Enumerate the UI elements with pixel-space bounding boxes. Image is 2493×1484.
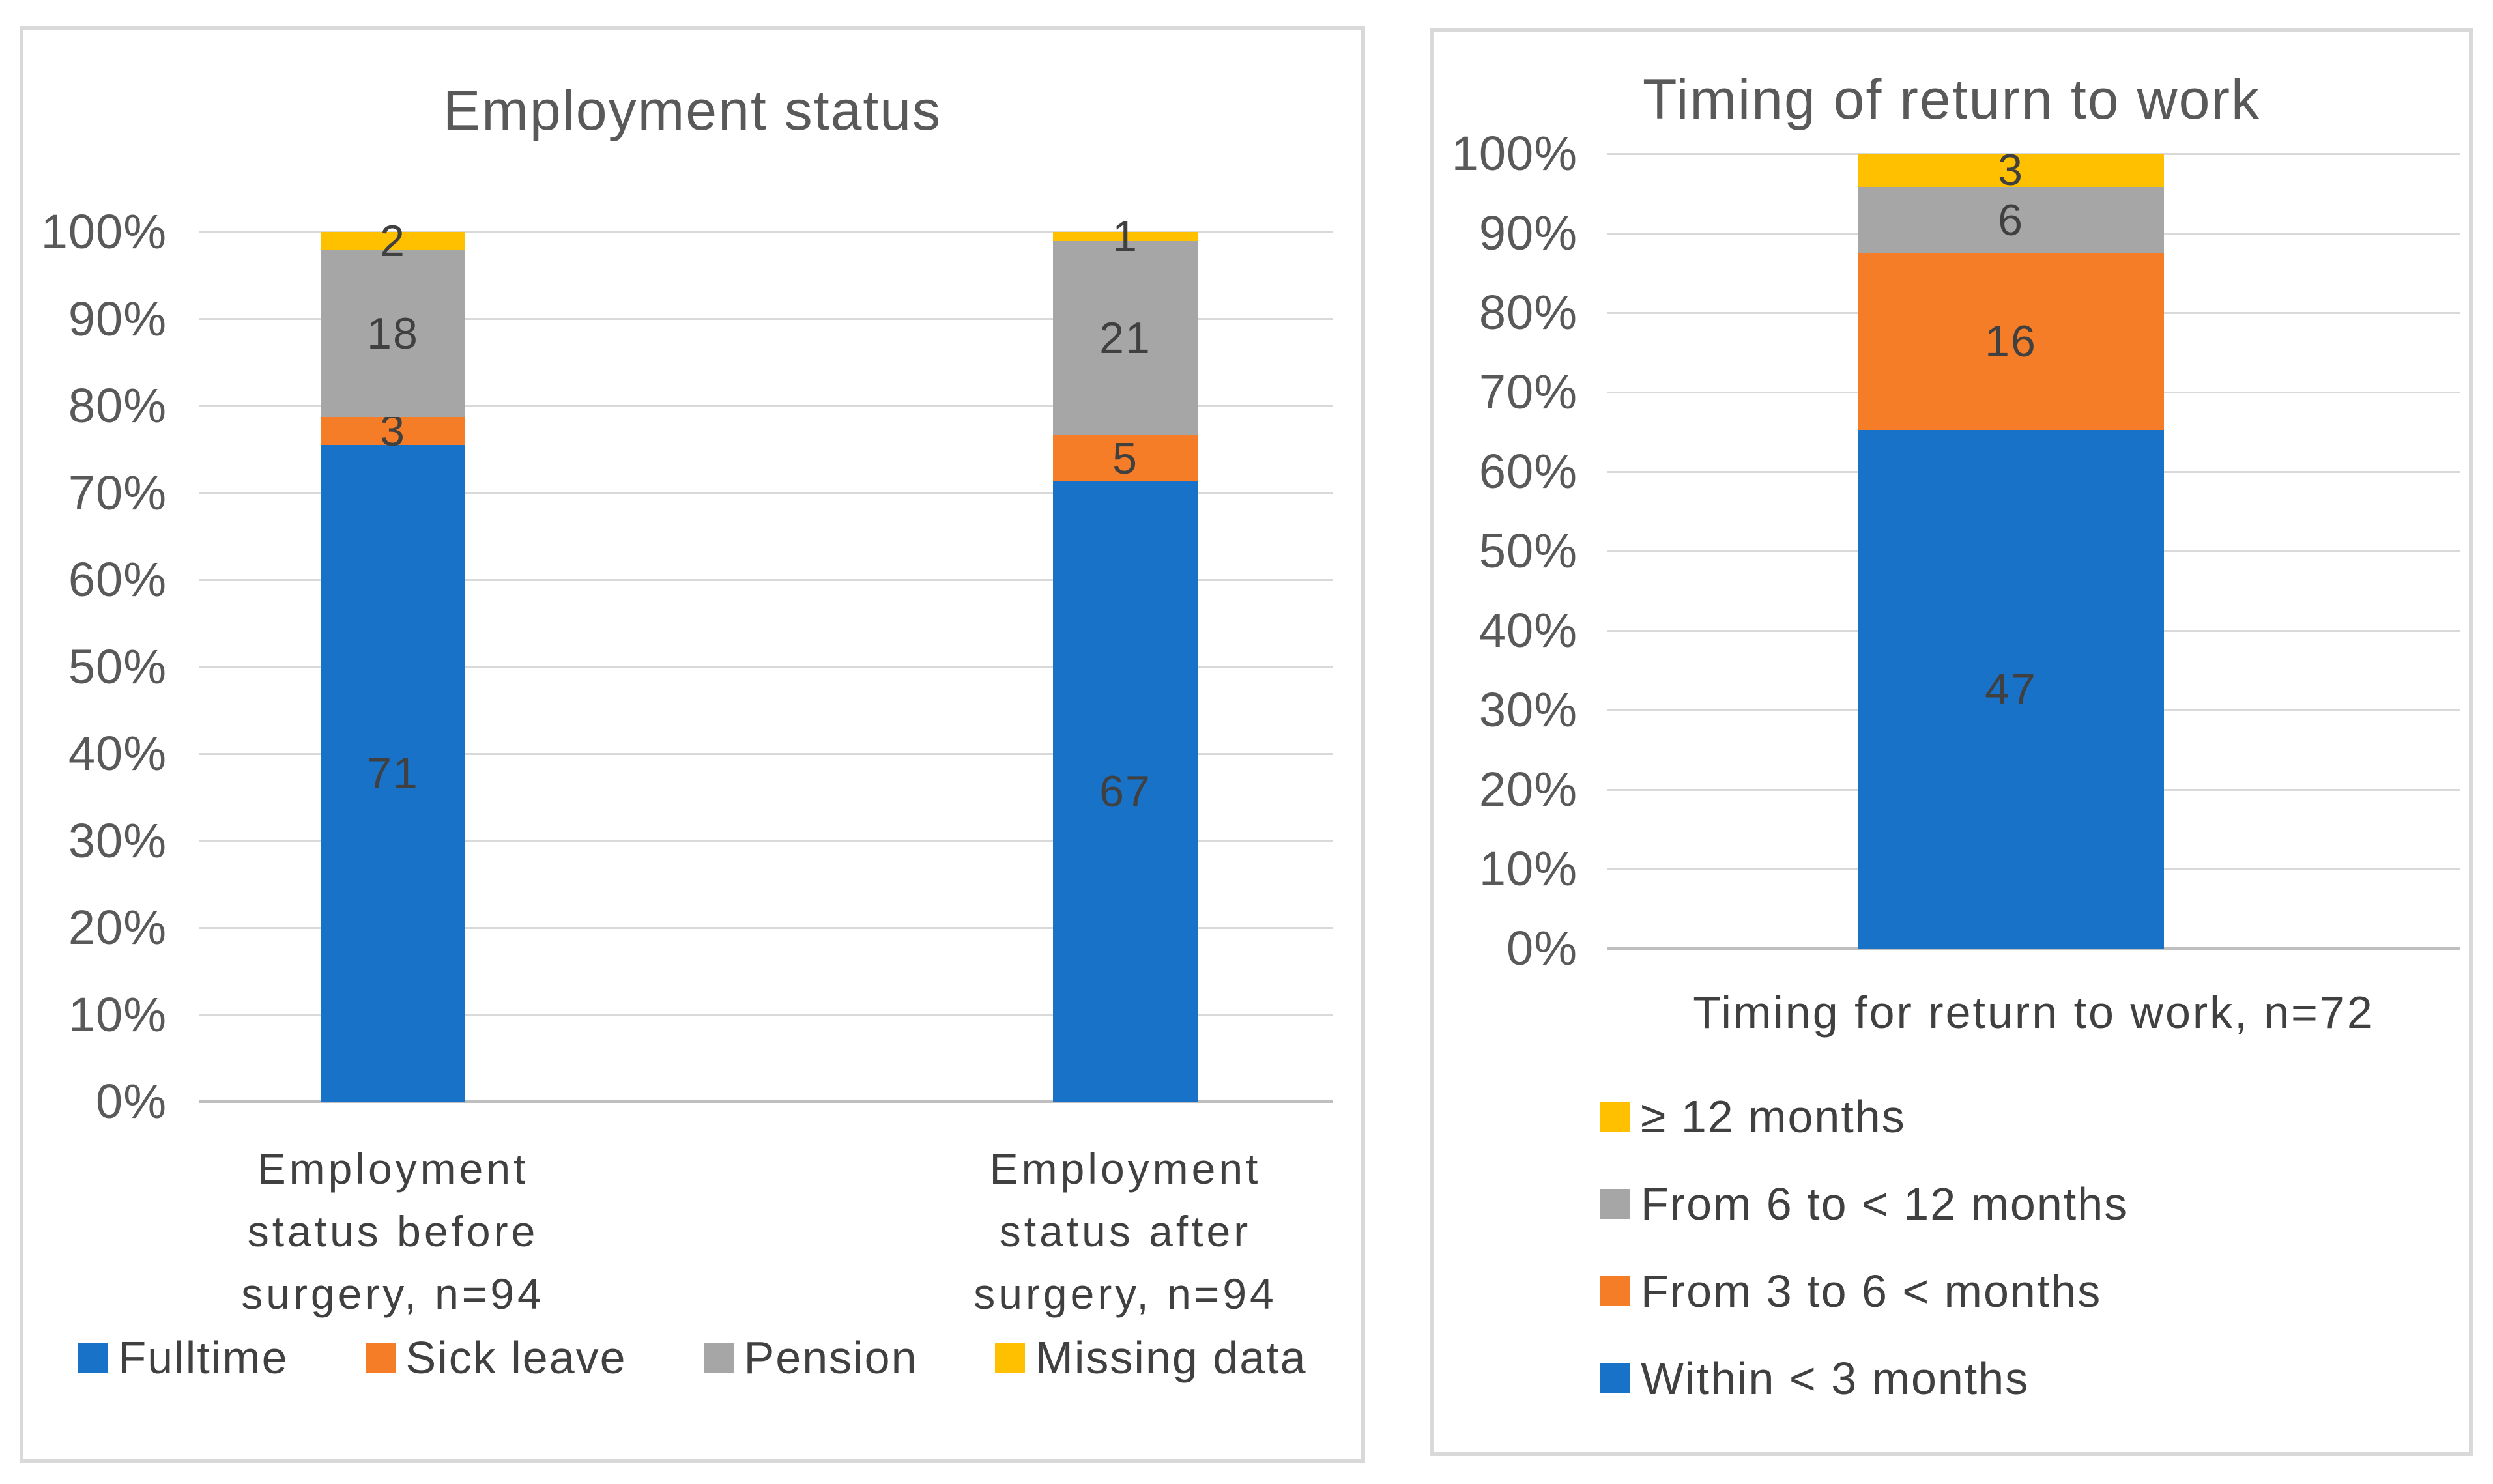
data-label-fulltime: 71 <box>367 748 419 798</box>
data-label-sick-leave: 5 <box>1112 433 1138 483</box>
data-label-fulltime: 67 <box>1099 767 1151 817</box>
legend-swatch-sick-leave <box>365 1343 396 1373</box>
legend: Fulltime Sick leave Pension Missing data <box>23 1332 1361 1384</box>
legend-label: Sick leave <box>405 1332 627 1383</box>
x-axis-label: Timing for return to work, n=72 <box>1693 987 2374 1038</box>
bar-segment-within-3-months <box>1858 429 2164 949</box>
bar-segment-pension <box>321 250 465 418</box>
y-axis-tick: 40% <box>1478 603 1578 657</box>
bar-segment-missing-data <box>1053 232 1198 242</box>
plot-area: 71 3 18 2 67 5 21 1 <box>199 212 1333 1103</box>
y-axis-tick: 30% <box>1478 683 1578 737</box>
bar-segment-sick-leave <box>1053 435 1198 482</box>
employment-status-chart-panel: Employment status 71 3 18 2 67 5 21 1 100% 90% 80… <box>20 26 1365 1463</box>
legend-item-sick-leave: Sick leave <box>365 1332 627 1384</box>
gridline <box>199 405 1333 407</box>
data-label-from-6-to-12-months: 6 <box>1998 195 2024 245</box>
data-label-pension: 21 <box>1099 313 1151 364</box>
y-axis-tick: 40% <box>68 726 167 780</box>
gridline <box>199 666 1333 668</box>
gridline <box>199 1014 1333 1016</box>
legend-item-from-3-to-6-months: From 3 to 6 < months <box>1600 1265 2101 1317</box>
y-axis-tick: 60% <box>68 552 167 606</box>
y-axis-tick: 50% <box>68 639 167 694</box>
gridline <box>199 492 1333 494</box>
legend-item-from-6-to-12-months: From 6 to < 12 months <box>1600 1178 2128 1230</box>
y-axis-tick: 50% <box>1478 524 1578 578</box>
data-label-pension: 18 <box>367 309 419 359</box>
y-axis-tick: 70% <box>1478 365 1578 419</box>
category-label-line: Employment <box>989 1145 1261 1193</box>
bar-segment-fulltime <box>1053 481 1198 1102</box>
legend-item-missing-data: Missing data <box>994 1332 1307 1384</box>
bar-segment-fulltime <box>321 444 465 1102</box>
y-axis-tick: 20% <box>68 900 167 954</box>
legend-label: Within < 3 months <box>1641 1353 2030 1404</box>
legend-label: From 3 to 6 < months <box>1641 1266 2102 1317</box>
legend-label: ≥ 12 months <box>1641 1091 1906 1142</box>
gridline <box>199 231 1333 233</box>
y-axis-tick: 0% <box>1506 921 1578 975</box>
legend-swatch-12-months <box>1600 1102 1630 1132</box>
bar-segment-from-3-to-6-months <box>1858 253 2164 430</box>
bar-segment-sick-leave <box>321 417 465 445</box>
y-axis-tick: 100% <box>40 205 167 259</box>
gridline <box>199 318 1333 320</box>
y-axis-tick: 20% <box>1478 762 1578 816</box>
legend-label: From 6 to < 12 months <box>1641 1178 2129 1229</box>
bar-segment-missing-data <box>321 232 465 251</box>
y-axis-tick: 10% <box>1478 842 1578 896</box>
legend-label: Missing data <box>1035 1332 1307 1383</box>
chart-title: Employment status <box>442 79 942 142</box>
legend-item-within-3-months: Within < 3 months <box>1600 1352 2029 1405</box>
bar-segment-12-months <box>1858 154 2164 187</box>
category-label-line: surgery, n=94 <box>973 1270 1277 1318</box>
x-axis-line <box>199 1100 1333 1103</box>
legend-swatch-pension <box>703 1343 734 1373</box>
y-axis-tick: 80% <box>68 378 167 433</box>
data-label-missing-data: 1 <box>1112 212 1138 262</box>
category-label-line: surgery, n=94 <box>241 1270 545 1318</box>
y-axis-tick: 90% <box>68 291 167 346</box>
legend-item-12-months: ≥ 12 months <box>1600 1091 1906 1143</box>
legend-label: Pension <box>743 1332 918 1383</box>
y-axis-tick: 0% <box>96 1074 167 1128</box>
y-axis-tick: 30% <box>68 813 167 868</box>
data-label-12-months: 3 <box>1998 145 2024 195</box>
data-label-within-3-months: 47 <box>1985 664 2037 714</box>
legend-item-fulltime: Fulltime <box>78 1332 288 1384</box>
y-axis-tick: 90% <box>1478 206 1578 260</box>
legend-label: Fulltime <box>118 1332 289 1383</box>
y-axis-tick: 60% <box>1478 444 1578 498</box>
bar-segment-from-6-to-12-months <box>1858 186 2164 253</box>
legend-swatch-from-6-to-12-months <box>1600 1189 1630 1219</box>
data-label-missing-data: 2 <box>380 216 406 266</box>
timing-return-chart-panel: Timing of return to work 47 16 6 3 100% 90% 8… <box>1430 28 2473 1456</box>
plot-area: 47 16 6 3 <box>1607 145 2460 950</box>
chart-title: Timing of return to work <box>1642 68 2261 131</box>
y-axis-tick: 100% <box>1451 126 1578 180</box>
y-axis-tick: 10% <box>68 987 167 1042</box>
gridline <box>199 578 1333 581</box>
gridline <box>199 926 1333 929</box>
legend-item-pension: Pension <box>703 1332 918 1384</box>
data-label-from-3-to-6-months: 16 <box>1985 317 2037 367</box>
legend-swatch-from-3-to-6-months <box>1600 1276 1630 1306</box>
category-label-line: status before <box>247 1207 539 1255</box>
gridline <box>199 752 1333 755</box>
category-label-line: Employment <box>257 1145 529 1193</box>
legend-swatch-missing-data <box>994 1343 1025 1373</box>
y-axis-tick: 70% <box>68 465 167 520</box>
y-axis-tick: 80% <box>1478 285 1578 339</box>
legend-swatch-within-3-months <box>1600 1363 1630 1393</box>
x-axis-line <box>1607 947 2460 950</box>
legend-swatch-fulltime <box>78 1343 108 1373</box>
bar-segment-pension <box>1053 241 1198 436</box>
gridline <box>1607 152 2460 155</box>
category-label-line: status after <box>999 1207 1252 1255</box>
gridline <box>199 840 1333 842</box>
